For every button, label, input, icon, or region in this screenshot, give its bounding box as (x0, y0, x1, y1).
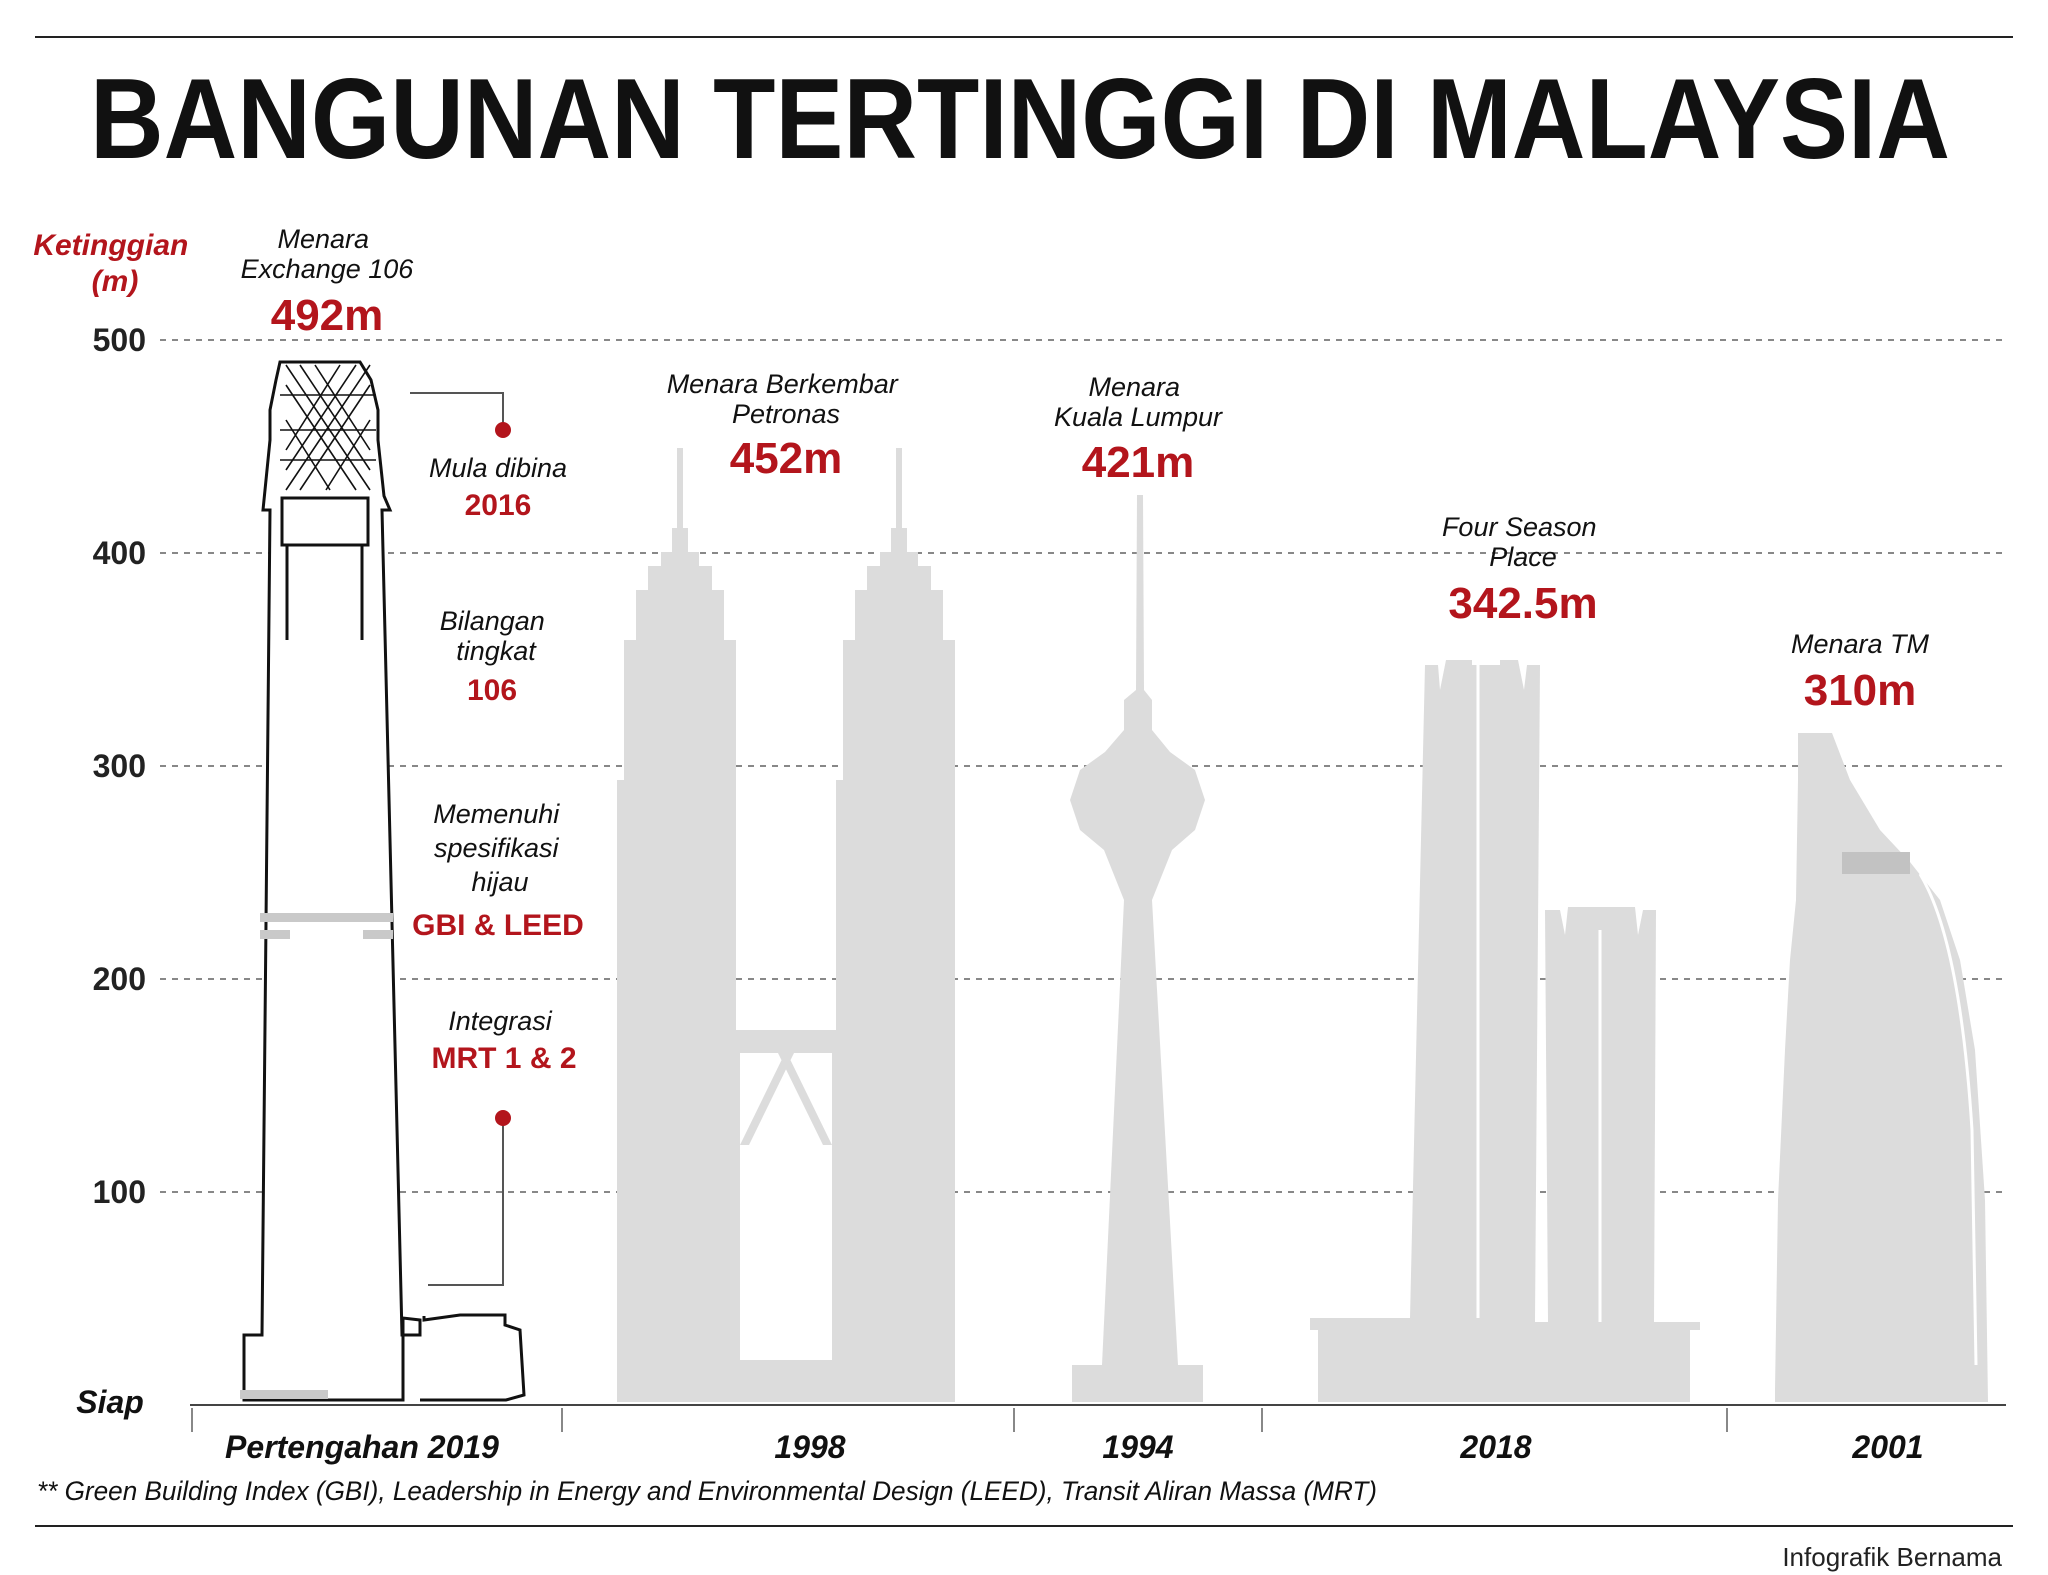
four-season-name: Four Season Place (1442, 512, 1604, 572)
grid: 100 200 300 400 500 (93, 322, 2006, 1210)
year-labels: Pertengahan 2019 1998 1994 2018 2001 (225, 1429, 1924, 1465)
year-label-exchange-106: Pertengahan 2019 (225, 1429, 499, 1465)
exchange-106-height: 492m (271, 291, 384, 340)
svg-text:2016: 2016 (465, 489, 532, 522)
y-axis-label-line-2: (m) (92, 265, 139, 298)
annotation-mula-dibina: Mula dibina 2016 (429, 453, 567, 522)
y-tick-label-200: 200 (93, 961, 146, 997)
label-four-season: Four Season Place 342.5m (1442, 512, 1604, 628)
svg-text:MRT 1 & 2: MRT 1 & 2 (431, 1042, 576, 1075)
petronas-skybridge (740, 1053, 832, 1360)
annotation-integrasi-mrt: Integrasi MRT 1 & 2 (431, 1006, 576, 1075)
credit: Infografik Bernama (1782, 1542, 2002, 1572)
kl-tower-height: 421m (1082, 438, 1195, 487)
label-exchange-106: Menara Exchange 106 492m (241, 224, 415, 340)
petronas-height: 452m (730, 434, 843, 483)
building-kl-tower (1070, 495, 1205, 1402)
baseline-label: Siap (76, 1384, 144, 1420)
footnote: ** Green Building Index (GBI), Leadershi… (37, 1476, 1377, 1506)
svg-text:106: 106 (467, 674, 517, 707)
exchange-106-band-right (363, 930, 393, 939)
annotation-connector-bottom (428, 1118, 504, 1286)
annotation-connector-top (410, 392, 504, 430)
petronas-name: Menara Berkembar Petronas (667, 369, 906, 429)
y-tick-label-100: 100 (93, 1174, 146, 1210)
annotation-bilangan-tingkat: Bilangan tingkat 106 (440, 606, 553, 707)
building-petronas (617, 448, 955, 1402)
building-menara-tm (1775, 733, 1988, 1402)
exchange-106-band (260, 913, 393, 922)
y-tick-label-500: 500 (93, 322, 146, 358)
exchange-106-band-left (260, 930, 290, 939)
exchange-106-base-band (240, 1390, 328, 1399)
four-season-height: 342.5m (1448, 579, 1597, 628)
label-menara-tm: Menara TM 310m (1791, 629, 1930, 715)
y-axis-label-line-1: Ketinggian (33, 229, 188, 262)
svg-text:Memenuhi spesifikasi: Memenuhi spesifikasi hijau (433, 799, 567, 897)
year-label-kl-tower: 1994 (1102, 1429, 1173, 1465)
menara-tm-height: 310m (1804, 666, 1917, 715)
svg-text:Mula dibina: Mula dibina (429, 453, 567, 483)
menara-tm-name: Menara TM (1791, 629, 1930, 659)
building-four-season (1310, 660, 1700, 1402)
svg-text:Integrasi: Integrasi (448, 1006, 553, 1036)
svg-text:Bilangan tingkat: Bilangan tingkat (440, 606, 553, 666)
y-tick-label-400: 400 (93, 535, 146, 571)
building-exchange-106 (242, 360, 526, 1402)
svg-text:GBI & LEED: GBI & LEED (412, 909, 584, 942)
label-petronas: Menara Berkembar Petronas 452m (667, 369, 906, 483)
annotation-dot-top (495, 422, 511, 438)
year-label-petronas: 1998 (774, 1429, 845, 1465)
annotation-spesifikasi-hijau: Memenuhi spesifikasi hijau GBI & LEED (412, 799, 584, 942)
label-kl-tower: Menara Kuala Lumpur 421m (1054, 372, 1223, 487)
annotation-dot-bottom (495, 1110, 511, 1126)
year-label-four-season: 2018 (1459, 1429, 1531, 1465)
category-separators (191, 1408, 1728, 1432)
year-label-menara-tm: 2001 (1851, 1429, 1923, 1465)
exchange-106-name: Menara Exchange 106 (241, 224, 415, 284)
y-tick-label-300: 300 (93, 748, 146, 784)
y-axis-label: Ketinggian (m) (33, 229, 196, 298)
menara-tm-curve (1918, 873, 1978, 1366)
kl-tower-name: Menara Kuala Lumpur (1054, 372, 1223, 432)
page-title: BANGUNAN TERTINGGI DI MALAYSIA (90, 56, 1950, 183)
